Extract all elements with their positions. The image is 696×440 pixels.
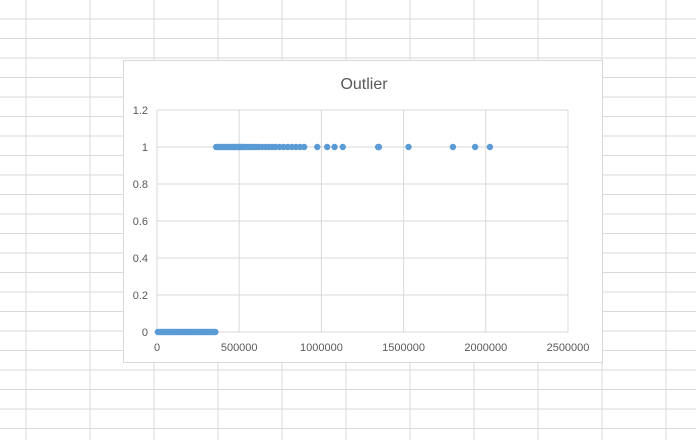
y-tick-label: 0.6 bbox=[133, 216, 148, 228]
y-axis-ticks: 0 0.2 0.4 0.6 0.8 1 1.2 bbox=[133, 105, 148, 339]
y-tick-label: 1.2 bbox=[133, 105, 148, 117]
data-point bbox=[323, 143, 331, 151]
y-tick-label: 0.2 bbox=[133, 290, 148, 302]
chart-title: Outlier bbox=[340, 76, 388, 93]
x-tick-label: 0 bbox=[154, 342, 160, 354]
data-point bbox=[300, 143, 308, 151]
scatter-chart: Outlier 0 0.2 0.4 0.6 0.8 1 1.2 0 500000 1000000… bbox=[133, 76, 590, 354]
x-tick-label: 2500000 bbox=[547, 342, 590, 354]
x-tick-label: 1500000 bbox=[382, 342, 425, 354]
data-point bbox=[449, 143, 457, 151]
data-points bbox=[154, 143, 494, 336]
data-point bbox=[331, 143, 338, 151]
data-point bbox=[375, 143, 383, 151]
data-point bbox=[486, 143, 494, 151]
data-point bbox=[339, 143, 346, 151]
x-axis-ticks: 0 500000 1000000 1500000 2000000 2500000 bbox=[154, 342, 589, 354]
data-point bbox=[471, 143, 479, 151]
chart-frame[interactable]: Outlier 0 0.2 0.4 0.6 0.8 1 1.2 0 500000 1000000… bbox=[123, 60, 603, 363]
y-tick-label: 0.8 bbox=[133, 179, 148, 191]
chart-gridlines bbox=[156, 109, 569, 333]
data-point bbox=[405, 143, 412, 151]
data-point bbox=[314, 143, 321, 151]
data-point bbox=[212, 328, 219, 336]
y-tick-label: 1 bbox=[142, 142, 148, 154]
x-tick-label: 2000000 bbox=[464, 342, 507, 354]
y-tick-label: 0.4 bbox=[133, 253, 148, 265]
x-tick-label: 500000 bbox=[221, 342, 258, 354]
y-tick-label: 0 bbox=[142, 327, 148, 339]
x-tick-label: 1000000 bbox=[300, 342, 343, 354]
